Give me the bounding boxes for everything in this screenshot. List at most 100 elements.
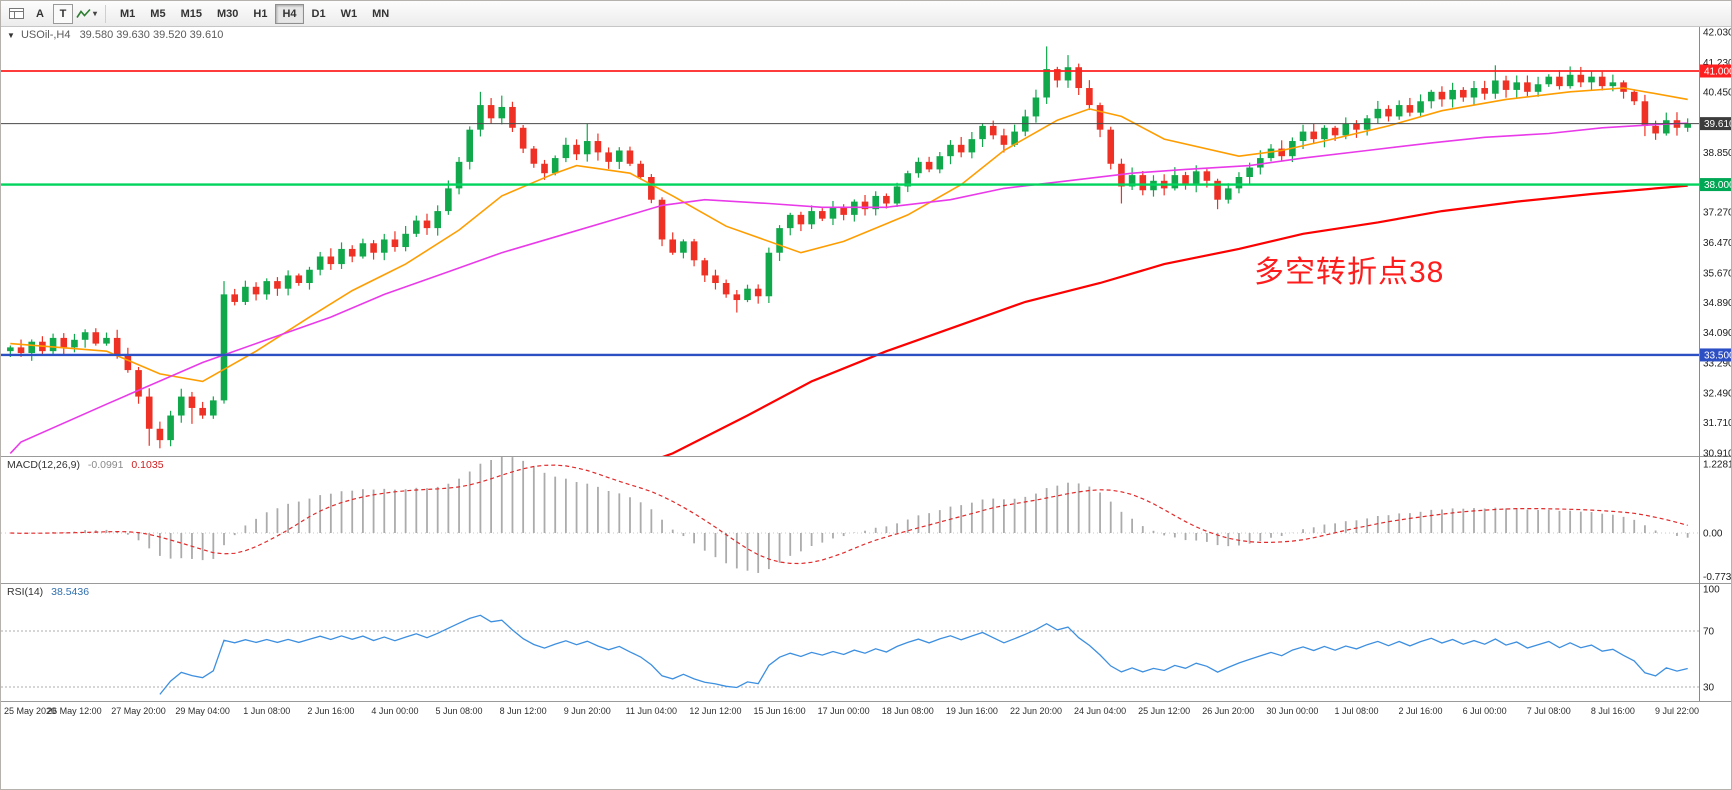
moving-averages-layer bbox=[9, 87, 1688, 456]
svg-text:33.500: 33.500 bbox=[1704, 350, 1732, 361]
chart-annotation-text[interactable]: 多空转折点38 bbox=[1254, 256, 1445, 289]
macd-label: MACD(12,26,9) bbox=[7, 459, 80, 471]
timeframe-w1-button[interactable]: W1 bbox=[334, 4, 365, 24]
svg-text:30: 30 bbox=[1703, 683, 1715, 694]
timeframe-m5-button[interactable]: M5 bbox=[143, 4, 172, 24]
svg-text:1.2281: 1.2281 bbox=[1703, 459, 1732, 470]
svg-text:1 Jul 08:00: 1 Jul 08:00 bbox=[1334, 706, 1378, 716]
svg-text:6 Jul 00:00: 6 Jul 00:00 bbox=[1463, 706, 1507, 716]
svg-text:26 May 12:00: 26 May 12:00 bbox=[47, 706, 102, 716]
panel-separators bbox=[1, 27, 1731, 702]
chart-windows-icon[interactable] bbox=[5, 4, 27, 24]
macd-main-value: -0.0991 bbox=[87, 459, 124, 471]
svg-text:25 May 2020: 25 May 2020 bbox=[4, 706, 56, 716]
svg-text:29 May 04:00: 29 May 04:00 bbox=[175, 706, 230, 716]
indicators-dropdown-icon[interactable]: ▾ bbox=[75, 4, 98, 24]
rsi-scale: 100 70 30 bbox=[1703, 585, 1720, 694]
price-badge-38.000 bbox=[1700, 178, 1731, 192]
svg-text:15 Jun 16:00: 15 Jun 16:00 bbox=[754, 706, 806, 716]
svg-text:39.610: 39.610 bbox=[1704, 119, 1732, 130]
chart-symbol-title: ▼ USOil-,H4 39.580 39.630 39.520 39.610 bbox=[7, 29, 223, 41]
svg-text:9 Jun 20:00: 9 Jun 20:00 bbox=[564, 706, 611, 716]
svg-text:12 Jun 12:00: 12 Jun 12:00 bbox=[689, 706, 741, 716]
svg-text:1 Jun 08:00: 1 Jun 08:00 bbox=[243, 706, 290, 716]
main-toolbar: A T ▾ M1 M5 M15 M30 H1 H4 D1 W1 MN bbox=[1, 1, 1731, 27]
price-badge-33.500 bbox=[1700, 348, 1731, 362]
macd-scale: 1.2281 0.00 -0.7738 bbox=[1703, 459, 1732, 583]
svg-text:40.450: 40.450 bbox=[1703, 87, 1732, 98]
timeframe-m30-button[interactable]: M30 bbox=[210, 4, 245, 24]
svg-text:34.890: 34.890 bbox=[1703, 298, 1732, 309]
svg-text:7 Jul 08:00: 7 Jul 08:00 bbox=[1527, 706, 1571, 716]
svg-text:27 May 20:00: 27 May 20:00 bbox=[111, 706, 166, 716]
svg-text:36.470: 36.470 bbox=[1703, 238, 1732, 249]
ma-slow-red bbox=[662, 184, 1688, 456]
svg-text:11 Jun 04:00: 11 Jun 04:00 bbox=[626, 706, 677, 716]
svg-text:24 Jun 04:00: 24 Jun 04:00 bbox=[1074, 706, 1126, 716]
svg-text:41.000: 41.000 bbox=[1704, 66, 1732, 77]
macd-indicator-title: MACD(12,26,9) -0.0991 0.1035 bbox=[7, 459, 164, 471]
horizontal-lines-layer[interactable] bbox=[1, 70, 1699, 357]
svg-text:25 Jun 12:00: 25 Jun 12:00 bbox=[1138, 706, 1190, 716]
svg-text:26 Jun 20:00: 26 Jun 20:00 bbox=[1202, 706, 1254, 716]
svg-text:41.230: 41.230 bbox=[1703, 58, 1732, 69]
dropdown-caret-icon: ▾ bbox=[93, 9, 98, 18]
svg-text:70: 70 bbox=[1703, 627, 1715, 638]
svg-text:42.030: 42.030 bbox=[1703, 28, 1732, 39]
svg-text:34.090: 34.090 bbox=[1703, 328, 1732, 339]
ohlc-values: 39.580 39.630 39.520 39.610 bbox=[79, 29, 224, 41]
timeframe-d1-button[interactable]: D1 bbox=[305, 4, 333, 24]
rsi-value: 38.5436 bbox=[51, 586, 90, 598]
svg-text:19 Jun 16:00: 19 Jun 16:00 bbox=[946, 706, 998, 716]
timeframe-m15-button[interactable]: M15 bbox=[174, 4, 209, 24]
svg-text:38.850: 38.850 bbox=[1703, 148, 1732, 159]
svg-text:18 Jun 08:00: 18 Jun 08:00 bbox=[882, 706, 934, 716]
svg-text:22 Jun 20:00: 22 Jun 20:00 bbox=[1010, 706, 1062, 716]
text-tool-icon[interactable]: T bbox=[53, 3, 73, 24]
svg-text:33.290: 33.290 bbox=[1703, 358, 1732, 369]
symbol-timeframe-label: USOil-,H4 bbox=[20, 29, 71, 41]
timeframe-m1-button[interactable]: M1 bbox=[113, 4, 142, 24]
svg-text:-0.7738: -0.7738 bbox=[1703, 572, 1732, 583]
svg-text:37.270: 37.270 bbox=[1703, 208, 1732, 219]
svg-text:17 Jun 00:00: 17 Jun 00:00 bbox=[818, 706, 870, 716]
rsi-line bbox=[159, 614, 1688, 695]
svg-text:9 Jul 22:00: 9 Jul 22:00 bbox=[1655, 706, 1699, 716]
svg-text:35.670: 35.670 bbox=[1703, 268, 1732, 279]
svg-text:0.00: 0.00 bbox=[1703, 529, 1723, 540]
svg-text:8 Jul 16:00: 8 Jul 16:00 bbox=[1591, 706, 1635, 716]
price-badge-41.000 bbox=[1700, 64, 1731, 78]
rsi-panel[interactable] bbox=[1, 614, 1699, 695]
svg-text:5 Jun 08:00: 5 Jun 08:00 bbox=[436, 706, 483, 716]
cursor-tool-icon[interactable]: A bbox=[29, 4, 51, 24]
timeframe-h4-button[interactable]: H4 bbox=[275, 3, 304, 24]
candles-layer[interactable] bbox=[7, 46, 1691, 449]
timeframe-group: M1 M5 M15 M30 H1 H4 D1 W1 MN bbox=[113, 3, 396, 24]
rsi-label: RSI(14) bbox=[7, 586, 44, 598]
ma-fast-orange bbox=[10, 87, 1688, 383]
svg-text:30.910: 30.910 bbox=[1703, 449, 1732, 460]
svg-text:4 Jun 00:00: 4 Jun 00:00 bbox=[371, 706, 418, 716]
svg-text:32.490: 32.490 bbox=[1703, 389, 1732, 400]
svg-text:31.710: 31.710 bbox=[1703, 418, 1732, 429]
price-scale: 42.030 41.230 40.450 38.850 37.270 36.470 35.6… bbox=[1700, 28, 1732, 460]
timeframe-mn-button[interactable]: MN bbox=[365, 4, 396, 24]
svg-text:8 Jun 12:00: 8 Jun 12:00 bbox=[500, 706, 547, 716]
timeframe-h1-button[interactable]: H1 bbox=[246, 4, 274, 24]
macd-signal-value: 0.1035 bbox=[131, 459, 164, 471]
svg-text:100: 100 bbox=[1703, 585, 1720, 596]
collapse-triangle-icon[interactable]: ▼ bbox=[7, 31, 15, 40]
price-badge-39.610 bbox=[1700, 117, 1731, 131]
svg-text:30 Jun 00:00: 30 Jun 00:00 bbox=[1266, 706, 1318, 716]
svg-text:38.000: 38.000 bbox=[1704, 180, 1732, 191]
macd-signal-line bbox=[10, 464, 1688, 565]
ma-mid-magenta bbox=[9, 122, 1688, 454]
svg-text:2 Jul 16:00: 2 Jul 16:00 bbox=[1399, 706, 1443, 716]
toolbar-separator bbox=[105, 4, 107, 23]
rsi-indicator-title: RSI(14) 38.5436 bbox=[7, 586, 89, 598]
macd-panel[interactable] bbox=[1, 456, 1699, 573]
svg-text:2 Jun 16:00: 2 Jun 16:00 bbox=[307, 706, 354, 716]
